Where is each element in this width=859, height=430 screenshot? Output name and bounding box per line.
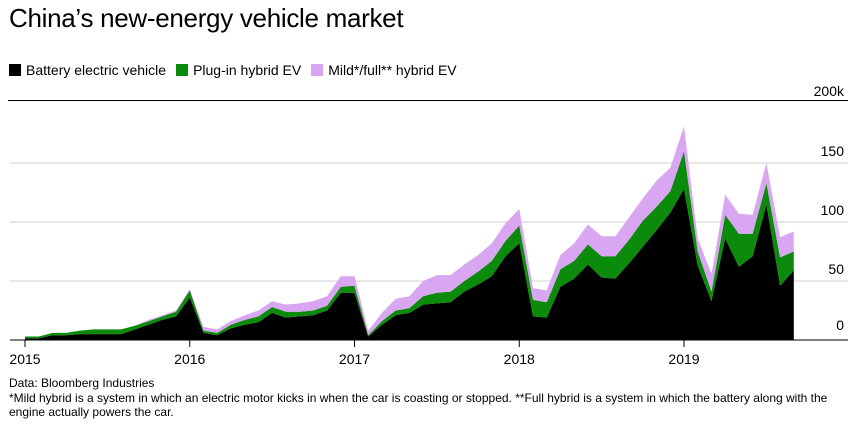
- x-tick-label-2016: 2016: [174, 351, 205, 367]
- top-rule: [8, 100, 848, 101]
- y-tick-label-100: 100: [821, 202, 845, 218]
- y-tick-label-0: 0: [836, 317, 844, 333]
- legend-label-bev: Battery electric vehicle: [26, 62, 167, 78]
- footnote: *Mild hybrid is a system in which an ele…: [9, 391, 828, 419]
- legend-label-hybrid: Mild*/full** hybrid EV: [328, 62, 457, 78]
- source-note: Data: Bloomberg Industries: [9, 376, 155, 390]
- series-area-2: [25, 151, 794, 339]
- legend-item-phev: Plug-in hybrid EV: [176, 62, 301, 78]
- y-tick-label-150: 150: [821, 143, 845, 159]
- y-tick-label-50: 50: [828, 261, 844, 277]
- chart-title: China’s new-energy vehicle market: [9, 3, 404, 33]
- legend-swatch-phev: [176, 64, 189, 76]
- series-area-1: [25, 189, 794, 340]
- x-tick-label-2019: 2019: [668, 351, 699, 367]
- legend-swatch-hybrid: [311, 64, 324, 76]
- legend-item-bev: Battery electric vehicle: [9, 62, 166, 78]
- legend-label-phev: Plug-in hybrid EV: [193, 62, 302, 78]
- legend-item-hybrid: Mild*/full** hybrid EV: [311, 62, 457, 78]
- x-tick-label-2017: 2017: [339, 351, 370, 367]
- y-tick-label-200k: 200k: [814, 83, 845, 99]
- legend: Battery electric vehicle Plug-in hybrid …: [9, 62, 467, 78]
- legend-swatch-bev: [9, 64, 21, 76]
- x-tick-label-2018: 2018: [504, 351, 535, 367]
- x-tick-label-2015: 2015: [9, 351, 40, 367]
